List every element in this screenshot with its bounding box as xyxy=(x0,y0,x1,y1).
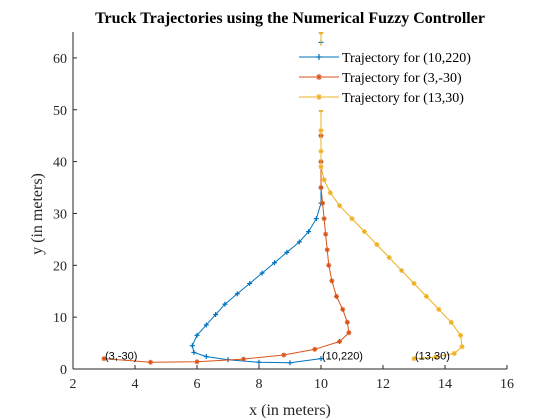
y-tick-label: 0 xyxy=(60,363,67,378)
data-point xyxy=(323,231,329,237)
legend-marker-2 xyxy=(316,74,322,80)
y-tick-label: 50 xyxy=(53,104,67,119)
data-point xyxy=(374,242,380,248)
legend-label-2: Trajectory for (3,-30) xyxy=(342,71,462,86)
y-tick-label: 60 xyxy=(53,52,67,67)
data-point xyxy=(436,306,442,312)
data-point xyxy=(327,190,333,196)
data-point xyxy=(411,280,417,286)
data-point xyxy=(234,291,240,297)
legend-label-1: Trajectory for (10,220) xyxy=(342,51,471,66)
data-point xyxy=(287,360,293,366)
x-tick-label: 6 xyxy=(194,377,201,392)
data-point xyxy=(321,216,327,222)
data-point xyxy=(318,164,324,170)
y-tick-label: 30 xyxy=(53,207,67,222)
data-point xyxy=(306,229,312,235)
data-point xyxy=(256,359,262,365)
y-tick-label: 20 xyxy=(53,259,67,274)
axes-layer: 2 4 6 8 10 12 14 16 0 10 20 30 40 50 60 xyxy=(53,32,514,392)
data-point xyxy=(194,332,200,338)
data-point xyxy=(361,229,367,235)
x-tick-label: 4 xyxy=(132,377,139,392)
data-point xyxy=(101,356,107,362)
x-tick-label: 16 xyxy=(500,377,514,392)
data-point xyxy=(222,301,228,307)
legend-entry-1: Trajectory for (10,220) xyxy=(299,51,471,66)
legend-marker-3 xyxy=(316,94,322,100)
legend-entry-2: Trajectory for (3,-30) xyxy=(299,71,462,86)
x-tick-label: 2 xyxy=(70,377,77,392)
data-point xyxy=(320,200,326,206)
start-point-annotation: (3,-30) xyxy=(105,351,137,363)
data-point xyxy=(326,262,332,268)
data-point xyxy=(329,278,335,284)
data-point xyxy=(324,247,330,253)
data-point xyxy=(459,344,465,350)
data-point xyxy=(203,354,209,360)
data-point xyxy=(433,354,439,360)
data-point xyxy=(340,306,346,312)
annotation-layer: (3,-30) (10,220) (13,30) xyxy=(105,351,450,363)
data-point xyxy=(458,332,463,338)
data-point xyxy=(148,359,153,365)
data-point xyxy=(448,319,454,325)
data-point xyxy=(318,185,324,191)
x-tick-label: 8 xyxy=(256,377,263,392)
data-point xyxy=(213,312,219,318)
data-point xyxy=(241,356,246,362)
data-point xyxy=(423,293,429,299)
data-point xyxy=(312,346,318,352)
data-point xyxy=(318,148,324,154)
data-point xyxy=(272,260,277,266)
chart-title: Truck Trajectories using the Numerical F… xyxy=(95,10,485,27)
plot-area: 2 4 6 8 10 12 14 16 0 10 20 30 40 50 60 (3,-30) (10,220… xyxy=(53,32,514,392)
data-point xyxy=(451,350,457,356)
data-point xyxy=(318,128,324,134)
data-point xyxy=(349,216,355,222)
data-point xyxy=(344,319,350,325)
data-point xyxy=(191,349,197,355)
x-tick-label: 12 xyxy=(376,377,390,392)
data-point xyxy=(337,203,343,209)
start-point-annotation: (13,30) xyxy=(415,351,450,363)
legend-entry-3: Trajectory for (13,30) xyxy=(299,91,464,106)
data-point xyxy=(194,359,200,365)
data-point xyxy=(203,322,209,328)
y-axis-label: y (in meters) xyxy=(29,173,46,255)
data-point xyxy=(337,339,343,345)
y-tick-label: 10 xyxy=(53,311,67,326)
data-point xyxy=(318,356,324,362)
data-point xyxy=(247,280,253,286)
y-tick-label: 40 xyxy=(53,156,67,171)
x-tick-label: 10 xyxy=(314,377,328,392)
legend-label-3: Trajectory for (13,30) xyxy=(342,91,464,106)
start-point-annotation: (10,220) xyxy=(322,351,363,363)
data-point xyxy=(346,330,352,336)
data-point xyxy=(189,343,195,349)
data-point xyxy=(313,216,319,222)
data-point xyxy=(321,177,327,183)
data-point xyxy=(334,293,339,299)
data-point xyxy=(284,249,290,255)
legend: Trajectory for (10,220) Trajectory for (… xyxy=(296,46,506,110)
data-point xyxy=(318,32,324,35)
legend-marker-1 xyxy=(316,54,322,60)
data-point xyxy=(386,255,392,261)
data-point xyxy=(259,270,265,276)
data-point xyxy=(281,352,287,358)
data-point xyxy=(411,356,417,362)
x-tick-label: 14 xyxy=(438,377,452,392)
series-3 xyxy=(318,32,465,362)
data-point xyxy=(399,267,405,273)
x-axis-label: x (in meters) xyxy=(249,402,331,419)
data-point xyxy=(296,239,302,245)
